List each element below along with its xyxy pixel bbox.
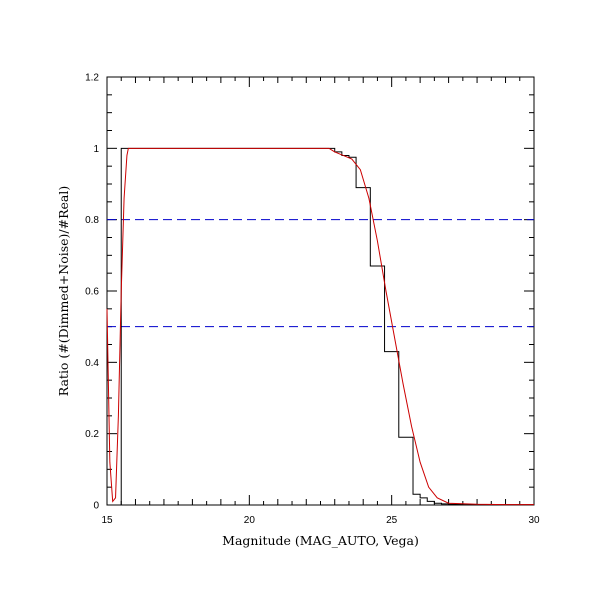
y-tick-label: 1.2 xyxy=(85,73,99,84)
x-axis-label: Magnitude (MAG_AUTO, Vega) xyxy=(222,533,419,548)
fit-curve-line xyxy=(106,147,534,506)
y-tick-label: 0.4 xyxy=(85,358,99,369)
y-tick-label: 0.8 xyxy=(85,215,99,226)
reference-lines xyxy=(107,219,534,328)
x-tick-label: 15 xyxy=(101,515,113,526)
axis-ticks xyxy=(106,76,535,506)
x-tick-label: 20 xyxy=(244,515,256,526)
y-tick-label: 0 xyxy=(93,501,99,512)
x-tick-label: 30 xyxy=(528,515,540,526)
plot-frame xyxy=(106,76,535,506)
x-tick-label: 25 xyxy=(386,515,398,526)
data-series xyxy=(106,147,534,506)
y-tick-label: 1 xyxy=(93,144,99,155)
axis-tick-labels: 15 20 25 30 0 0.2 0.4 0.6 0.8 1 1.2 xyxy=(85,73,540,527)
y-tick-label: 0.6 xyxy=(85,287,99,298)
y-axis-label: Ratio (#(Dimmed+Noise)/#Real) xyxy=(56,186,71,396)
y-tick-label: 0.2 xyxy=(85,429,99,440)
